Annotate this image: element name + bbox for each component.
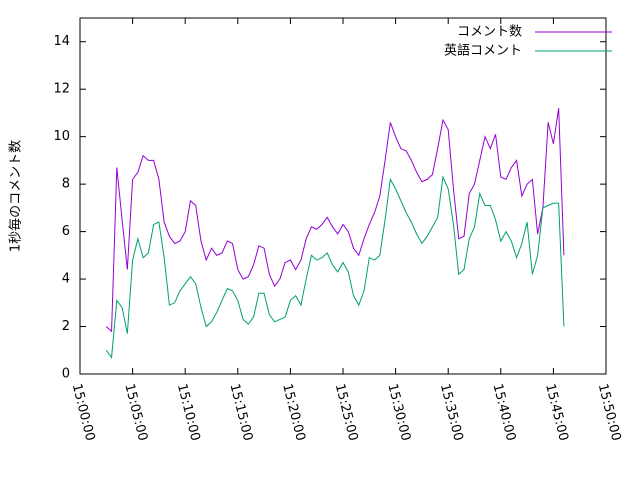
plot-frame <box>79 17 607 375</box>
x-tick-label: 15:45:00 <box>542 382 571 442</box>
x-tick-label: 15:50:00 <box>595 382 624 442</box>
y-tick-label: 2 <box>62 319 70 334</box>
y-tick-label: 14 <box>53 34 70 49</box>
legend-label: コメント数 <box>457 25 522 40</box>
x-tick-label: 15:35:00 <box>437 382 466 442</box>
x-tick-label: 15:20:00 <box>279 382 308 442</box>
x-tick-label: 15:30:00 <box>384 382 413 442</box>
y-axis-label: 1秒毎のコメント数 <box>8 140 24 252</box>
x-tick-label: 15:40:00 <box>490 382 519 442</box>
y-tick-label: 4 <box>62 272 70 287</box>
y-tick-label: 12 <box>53 82 70 97</box>
x-tick-label: 15:25:00 <box>332 382 361 442</box>
y-tick-label: 10 <box>53 129 70 144</box>
x-tick-label: 15:10:00 <box>174 382 203 442</box>
x-tick-label: 15:05:00 <box>121 382 150 442</box>
legend-label: 英語コメント <box>444 43 522 59</box>
series-line <box>105 108 565 333</box>
x-tick-label: 15:15:00 <box>227 382 256 442</box>
x-tick-label: 15:00:00 <box>69 382 98 442</box>
y-tick-label: 0 <box>62 367 70 382</box>
y-tick-label: 6 <box>62 224 70 239</box>
series-line <box>105 175 565 359</box>
y-tick-label: 8 <box>62 177 70 192</box>
